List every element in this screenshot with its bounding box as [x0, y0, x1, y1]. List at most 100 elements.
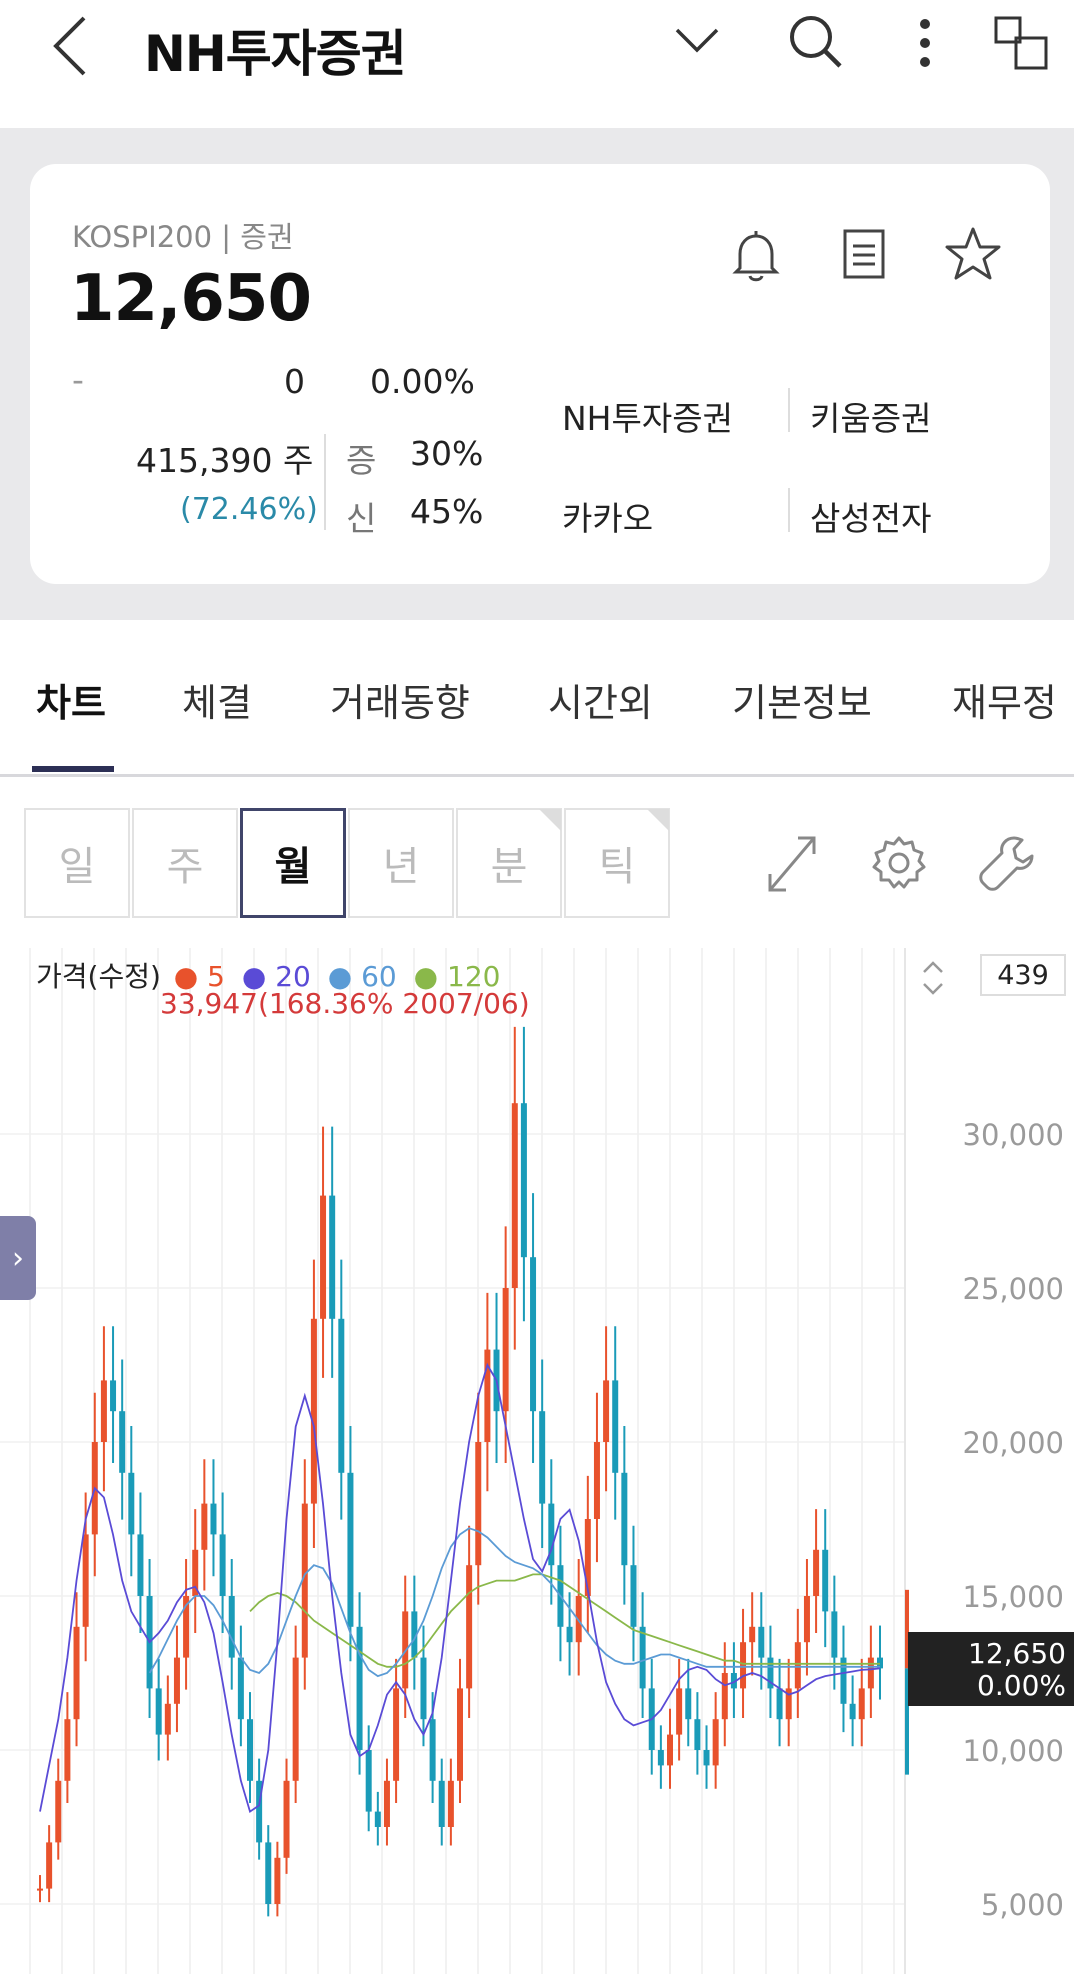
gear-icon[interactable]	[870, 834, 928, 892]
period-week[interactable]: 주	[132, 808, 238, 918]
candle-body	[694, 1719, 701, 1750]
current-price-tag: 12,650 0.00%	[908, 1632, 1074, 1706]
candle-body	[310, 1318, 317, 1504]
candle-body	[712, 1719, 719, 1766]
candle-body	[858, 1688, 865, 1720]
candle-body	[438, 1780, 445, 1827]
candle-body	[730, 1673, 737, 1689]
stock-summary-card	[30, 164, 1050, 584]
candle-body	[475, 1442, 482, 1566]
candle-body	[274, 1857, 281, 1904]
candle-body	[374, 1811, 381, 1827]
candle-body	[356, 1626, 363, 1750]
candle-body	[329, 1195, 336, 1319]
y-tick-label: 10,000	[962, 1734, 1064, 1768]
candle-body	[219, 1534, 226, 1596]
search-icon[interactable]	[788, 14, 844, 70]
candle-body	[867, 1657, 874, 1689]
tab-financials[interactable]: 재무정	[952, 681, 1057, 725]
legend-ma5-label: 5	[207, 960, 225, 993]
candle-body	[840, 1657, 847, 1704]
ma120-line	[249, 1573, 880, 1668]
candle-body	[55, 1780, 62, 1843]
period-label: 일	[58, 844, 96, 890]
legend-ma60-label: 60	[361, 960, 397, 993]
period-day[interactable]: 일	[24, 808, 130, 918]
legend-ma120-label: 120	[447, 960, 501, 993]
ma60-line	[148, 1527, 880, 1678]
candle-body	[639, 1626, 646, 1689]
candle-body	[758, 1626, 765, 1658]
credit-value: 45%	[410, 492, 484, 531]
volume-ratio: (72.46%)	[180, 492, 318, 527]
period-month[interactable]: 월	[240, 808, 346, 918]
chevron-left-icon[interactable]	[50, 14, 90, 78]
related-stock-1[interactable]: NH투자증권	[562, 399, 733, 438]
current-bar-up	[905, 1589, 909, 1669]
related-stock-3[interactable]: 카카오	[562, 499, 654, 538]
chart-legend: 가격(수정) ● 5 ● 20 ● 60 ● 120	[36, 955, 508, 995]
side-panel-handle[interactable]: ›	[0, 1216, 36, 1300]
legend-ma120: ● 120	[413, 960, 501, 993]
tab-basic-info[interactable]: 기본정보	[732, 681, 872, 725]
period-label: 틱	[598, 844, 636, 890]
related-stock-2[interactable]: 키움증권	[810, 399, 932, 438]
candle-body	[721, 1673, 728, 1720]
candle-body	[447, 1780, 454, 1827]
period-tick[interactable]: 틱	[564, 808, 670, 918]
tab-trades[interactable]: 체결	[182, 681, 252, 725]
candle-body	[338, 1318, 345, 1473]
period-label: 분	[490, 844, 528, 890]
wrench-icon[interactable]	[978, 834, 1036, 892]
chevron-down-icon[interactable]	[674, 26, 720, 56]
period-label: 년	[382, 844, 420, 890]
candle-body	[621, 1472, 628, 1566]
candle-body	[128, 1472, 135, 1535]
tab-chart[interactable]: 차트	[36, 681, 106, 725]
candle-body	[46, 1842, 53, 1889]
chevron-right-icon: ›	[12, 1240, 24, 1276]
current-change-label: 0.00%	[977, 1669, 1066, 1702]
candle-body	[320, 1195, 327, 1319]
ma20-line	[39, 1362, 881, 1814]
candle-body	[119, 1411, 126, 1473]
candle-body	[110, 1380, 117, 1412]
more-vertical-icon[interactable]	[918, 18, 932, 68]
multi-window-icon[interactable]	[994, 16, 1050, 72]
divider	[324, 434, 326, 530]
expand-icon[interactable]	[764, 832, 820, 896]
candle-count[interactable]: 439	[980, 954, 1066, 996]
bell-icon[interactable]	[728, 228, 784, 284]
tab-trading-trends[interactable]: 거래동향	[330, 681, 470, 725]
legend-ma20: ● 20	[241, 960, 311, 993]
candle-body	[657, 1750, 664, 1766]
memo-icon[interactable]	[842, 228, 886, 280]
price-chart[interactable]	[0, 948, 1074, 1974]
candle-body	[256, 1780, 263, 1843]
candle-body	[100, 1380, 107, 1442]
candle-body	[137, 1534, 144, 1596]
candle-body	[192, 1549, 199, 1596]
candle-body	[548, 1503, 555, 1566]
y-tick-label: 15,000	[962, 1580, 1064, 1614]
legend-title: 가격(수정)	[36, 960, 161, 993]
max-price-annotation: 33,947(168.36% 2007/06)	[160, 987, 530, 1020]
divider	[788, 488, 790, 532]
price-chart-area[interactable]	[0, 948, 1074, 1974]
change-sign: -	[72, 360, 84, 399]
candle-body	[794, 1642, 801, 1689]
candle-body	[813, 1549, 820, 1596]
candle-body	[530, 1257, 537, 1412]
candle-body	[822, 1549, 829, 1612]
margin-label: 증	[346, 441, 377, 480]
candle-body	[749, 1626, 756, 1643]
active-tab-indicator	[32, 766, 114, 772]
candle-body	[685, 1688, 692, 1720]
star-icon[interactable]	[944, 226, 1002, 282]
candle-body	[228, 1596, 235, 1658]
period-minute[interactable]: 분	[456, 808, 562, 918]
scroll-updown-icon[interactable]	[920, 958, 946, 998]
period-year[interactable]: 년	[348, 808, 454, 918]
tab-after-hours[interactable]: 시간외	[548, 681, 653, 725]
related-stock-4[interactable]: 삼성전자	[810, 499, 932, 538]
